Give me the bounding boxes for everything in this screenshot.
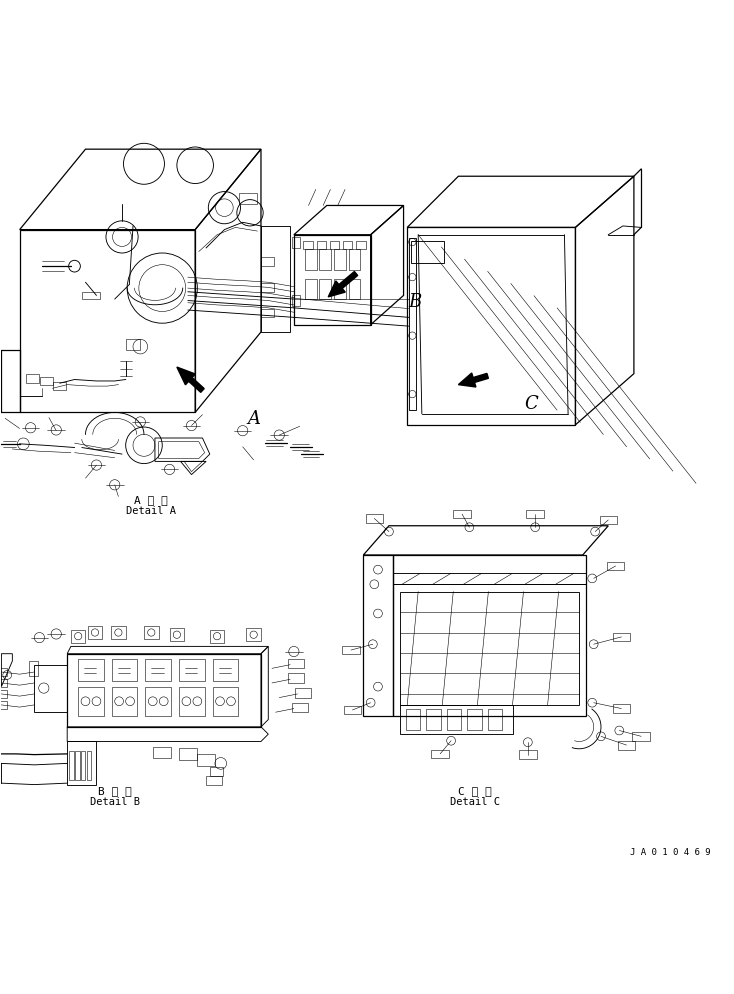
Bar bbox=[145, 659, 171, 681]
Bar bbox=[295, 689, 311, 698]
Bar bbox=[349, 279, 360, 300]
Bar bbox=[316, 242, 326, 250]
Bar bbox=[112, 687, 137, 716]
Bar bbox=[334, 250, 346, 270]
Bar bbox=[447, 709, 462, 731]
Bar bbox=[288, 659, 304, 669]
Bar bbox=[0, 680, 7, 687]
Bar bbox=[206, 776, 222, 785]
Bar bbox=[409, 240, 416, 411]
Bar bbox=[29, 661, 38, 676]
Bar bbox=[519, 750, 537, 759]
Text: B: B bbox=[408, 292, 421, 310]
Bar bbox=[112, 659, 137, 681]
Bar bbox=[213, 659, 239, 681]
Bar bbox=[607, 562, 625, 571]
Bar bbox=[144, 626, 159, 639]
Bar bbox=[26, 375, 39, 384]
Bar bbox=[618, 741, 636, 749]
Bar bbox=[81, 751, 85, 780]
Text: A 詳 細: A 詳 細 bbox=[134, 494, 168, 504]
Bar bbox=[291, 703, 308, 713]
Bar bbox=[179, 748, 197, 760]
Bar bbox=[179, 659, 205, 681]
Bar bbox=[213, 687, 239, 716]
Bar bbox=[343, 242, 352, 250]
Bar bbox=[53, 383, 66, 391]
Bar bbox=[305, 250, 316, 270]
Bar bbox=[305, 279, 316, 300]
Bar bbox=[239, 194, 258, 205]
Text: C 詳 細: C 詳 細 bbox=[458, 785, 492, 795]
Bar bbox=[78, 659, 103, 681]
Bar bbox=[210, 630, 225, 643]
Text: Detail A: Detail A bbox=[126, 505, 176, 515]
FancyArrow shape bbox=[177, 368, 204, 393]
Bar bbox=[170, 628, 184, 642]
Text: J A 0 1 0 4 6 9: J A 0 1 0 4 6 9 bbox=[630, 848, 711, 857]
Bar bbox=[454, 510, 470, 519]
Bar bbox=[467, 709, 482, 731]
Bar bbox=[344, 706, 361, 715]
Bar bbox=[71, 630, 85, 643]
Bar bbox=[411, 242, 444, 263]
Bar bbox=[342, 646, 360, 655]
Bar bbox=[210, 767, 223, 776]
Bar bbox=[334, 279, 346, 300]
Bar bbox=[197, 754, 215, 765]
Bar bbox=[145, 687, 171, 716]
Bar bbox=[366, 515, 383, 523]
Bar bbox=[0, 691, 7, 698]
Bar bbox=[0, 669, 7, 676]
FancyArrow shape bbox=[459, 374, 488, 388]
Bar bbox=[406, 709, 421, 731]
Bar bbox=[426, 709, 441, 731]
Bar bbox=[81, 292, 100, 300]
Text: A: A bbox=[247, 410, 260, 427]
Bar bbox=[319, 279, 331, 300]
Bar bbox=[432, 749, 449, 758]
Text: C: C bbox=[525, 395, 539, 413]
Bar bbox=[261, 258, 274, 267]
Bar bbox=[288, 674, 304, 683]
Bar bbox=[303, 242, 313, 250]
Bar bbox=[126, 340, 140, 351]
Bar bbox=[633, 733, 650, 741]
Bar bbox=[319, 250, 331, 270]
Bar bbox=[613, 633, 631, 642]
Bar bbox=[179, 687, 205, 716]
Bar bbox=[87, 626, 102, 639]
Bar bbox=[76, 751, 79, 780]
Bar bbox=[70, 751, 74, 780]
Text: Detail C: Detail C bbox=[450, 796, 500, 806]
Text: B 詳 細: B 詳 細 bbox=[98, 785, 131, 795]
Bar bbox=[261, 309, 274, 318]
FancyArrow shape bbox=[328, 272, 357, 297]
Bar bbox=[87, 751, 91, 780]
Bar bbox=[613, 705, 631, 714]
Bar bbox=[487, 709, 502, 731]
Bar bbox=[78, 687, 103, 716]
Bar bbox=[153, 746, 171, 758]
Text: Detail B: Detail B bbox=[90, 796, 139, 806]
Bar bbox=[261, 283, 274, 292]
Bar bbox=[292, 296, 299, 307]
Bar bbox=[349, 250, 360, 270]
Bar bbox=[356, 242, 366, 250]
Bar bbox=[292, 238, 299, 248]
Bar bbox=[330, 242, 339, 250]
Bar bbox=[40, 377, 54, 386]
Bar bbox=[111, 626, 126, 639]
Bar bbox=[0, 702, 7, 709]
Bar bbox=[247, 628, 261, 642]
Bar bbox=[600, 516, 617, 525]
Bar bbox=[526, 510, 544, 519]
